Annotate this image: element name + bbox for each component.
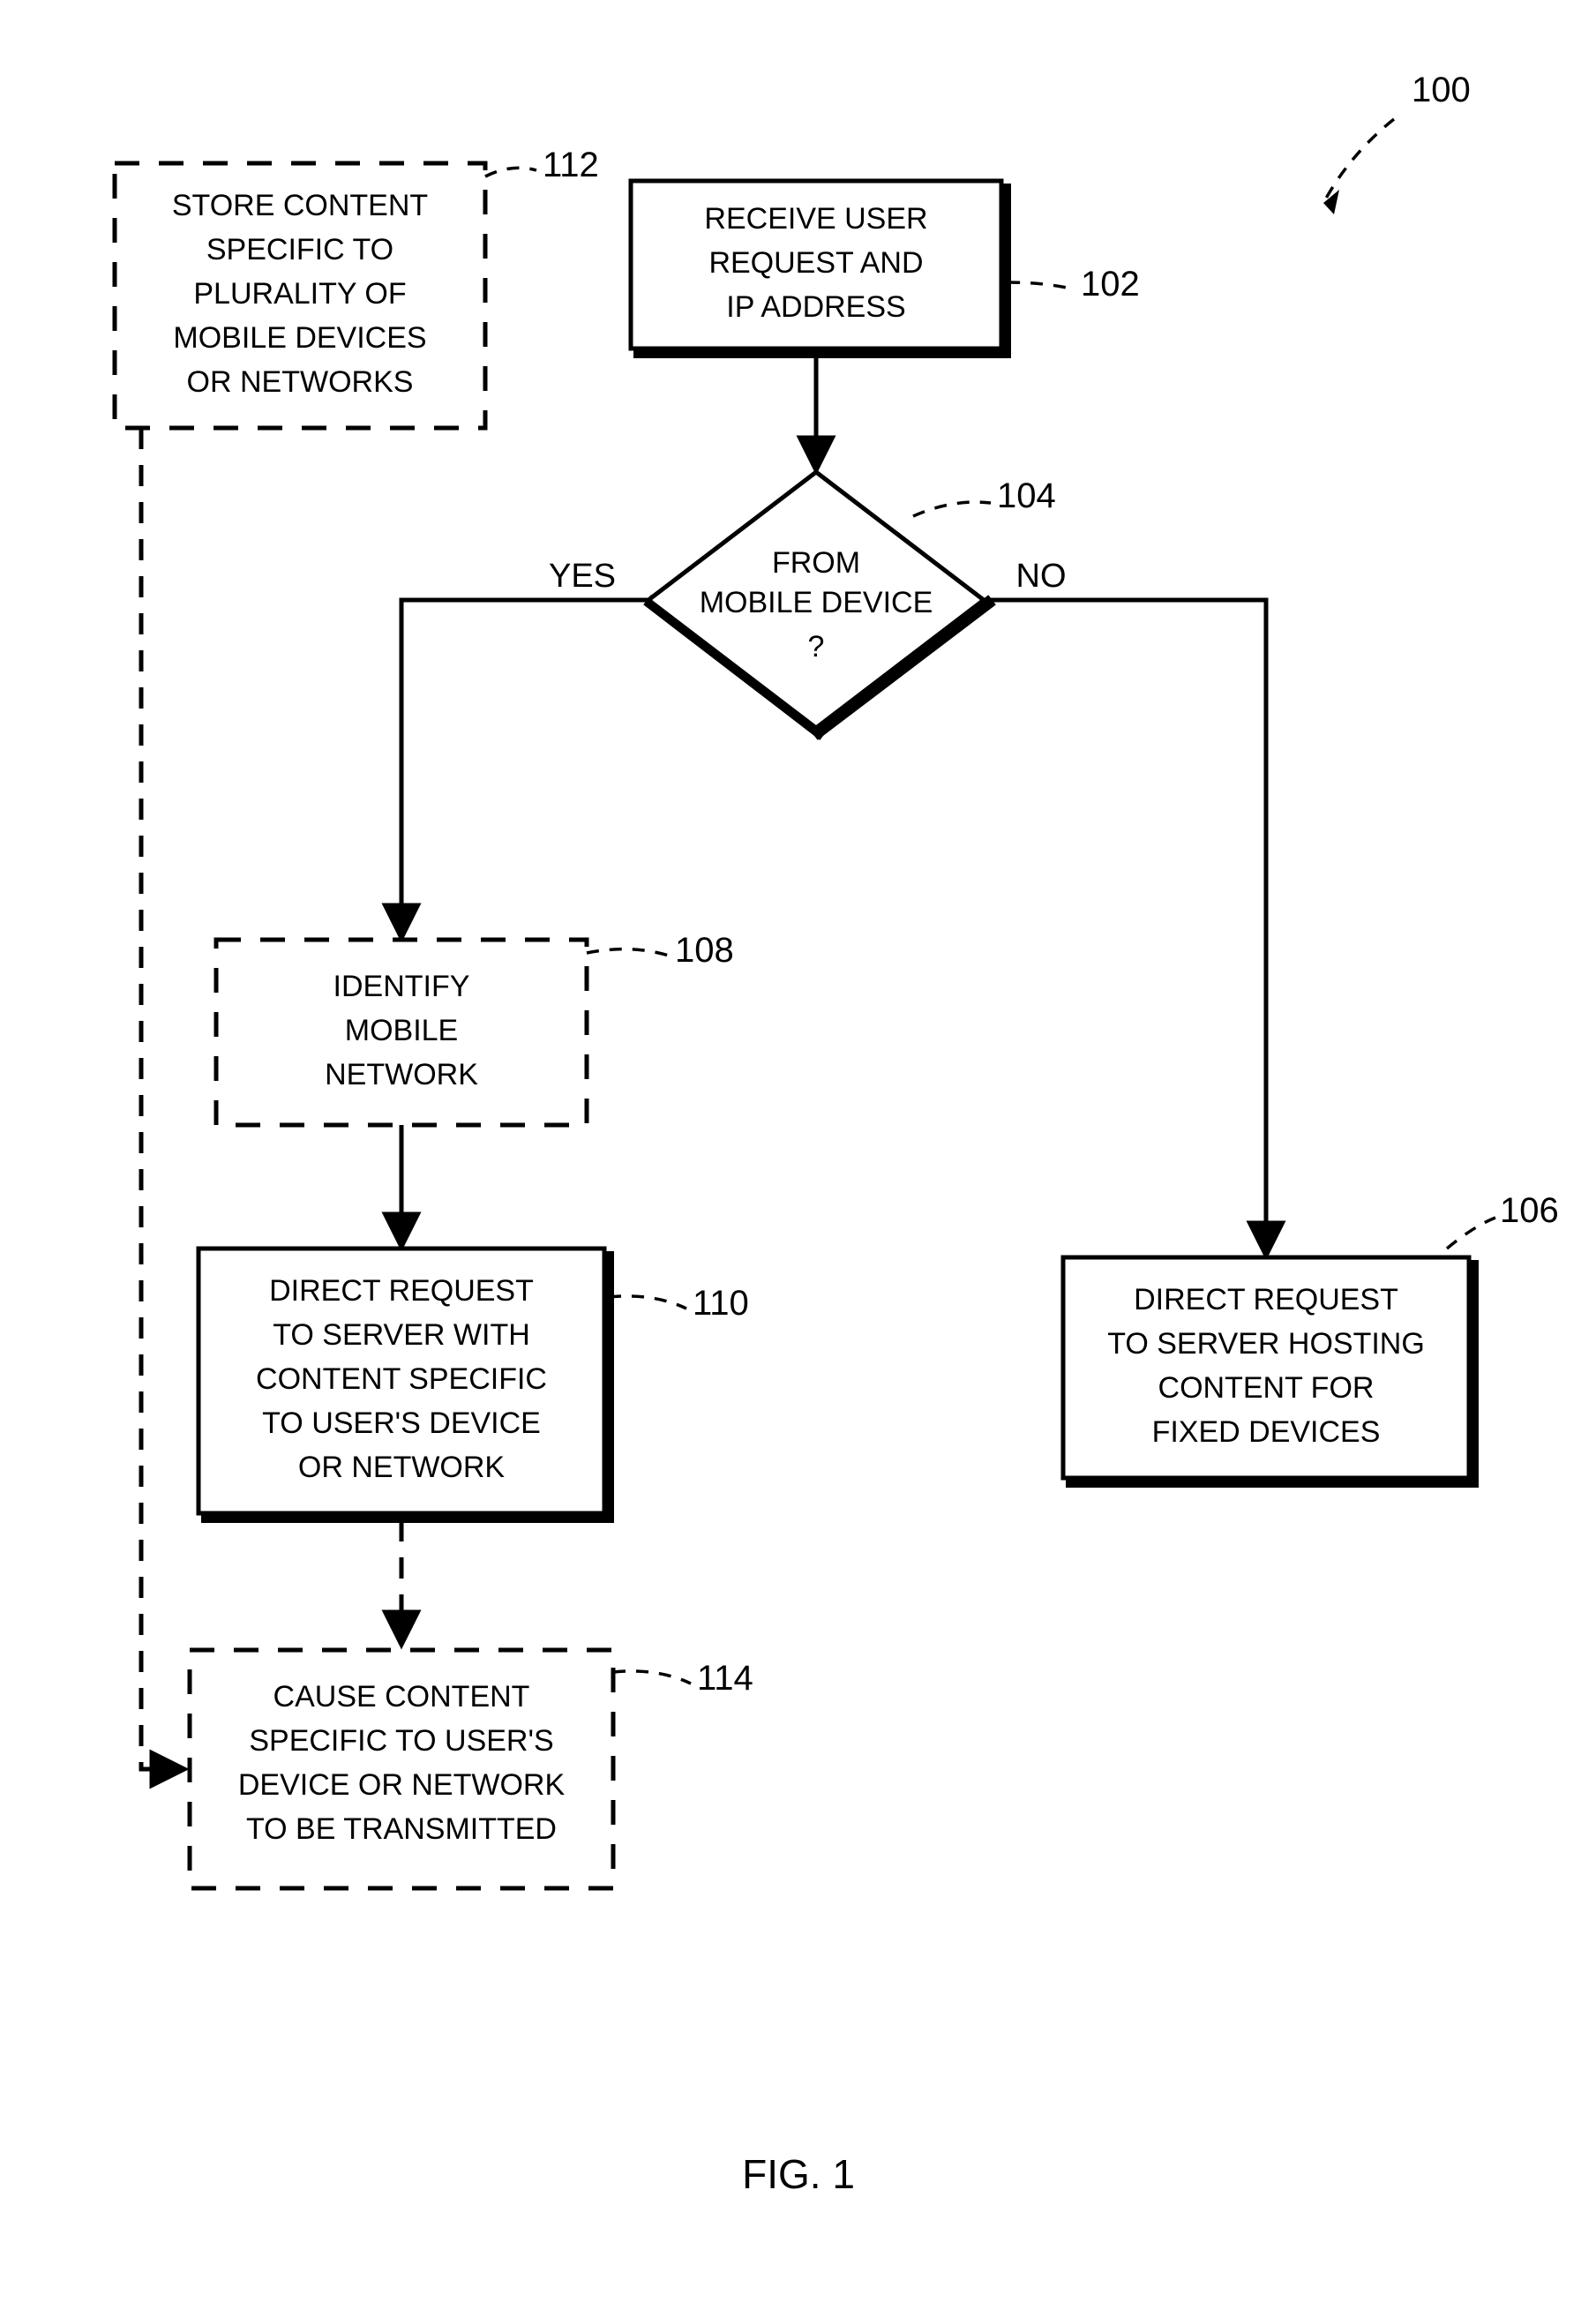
n106-l3: FIXED DEVICES (1152, 1415, 1381, 1449)
ref-leader-108 (587, 949, 669, 956)
figure-label: FIG. 1 (742, 2151, 855, 2197)
ref-leader-106 (1447, 1218, 1495, 1249)
n104-l2: ? (808, 630, 825, 664)
ref-leader-112 (485, 168, 536, 176)
n114-l3: TO BE TRANSMITTED (246, 1812, 557, 1846)
ref-112: 112 (543, 146, 599, 184)
ref-114: 114 (697, 1659, 753, 1698)
n110-l4: OR NETWORK (298, 1451, 506, 1484)
ref-leader-100 (1323, 119, 1394, 203)
n106-l1: TO SERVER HOSTING (1107, 1327, 1425, 1361)
n110-l2: CONTENT SPECIFIC (256, 1362, 547, 1396)
ref-leader-102 (1008, 282, 1075, 289)
ref-104: 104 (997, 476, 1056, 515)
n114-l1: SPECIFIC TO USER'S (249, 1724, 553, 1758)
n112-l4: OR NETWORKS (187, 365, 414, 399)
edge-104-108 (401, 600, 648, 936)
n112-l1: SPECIFIC TO (206, 233, 393, 266)
n112-l3: MOBILE DEVICES (173, 321, 426, 355)
n102-l2: IP ADDRESS (726, 290, 905, 324)
n108-l1: MOBILE (345, 1014, 458, 1047)
yes-label: YES (549, 558, 616, 595)
n104-l0: FROM (772, 546, 860, 580)
n114-l2: DEVICE OR NETWORK (238, 1768, 566, 1802)
ref-leader-110 (609, 1296, 686, 1309)
n112-l0: STORE CONTENT (172, 189, 428, 222)
edge-112-114 (141, 428, 183, 1769)
n110-l3: TO USER'S DEVICE (262, 1406, 541, 1440)
ref-100: 100 (1412, 71, 1471, 109)
ref-leader-104 (913, 502, 991, 516)
ref-108: 108 (675, 931, 734, 970)
n108-l2: NETWORK (325, 1058, 478, 1091)
ref-110: 110 (693, 1284, 749, 1323)
ref-106: 106 (1500, 1191, 1559, 1230)
n112-l2: PLURALITY OF (193, 277, 406, 311)
n102-l0: RECEIVE USER (704, 202, 927, 236)
ref-arrow-100 (1323, 190, 1339, 214)
no-label: NO (1016, 558, 1067, 595)
n106-l0: DIRECT REQUEST (1134, 1283, 1398, 1316)
n106-l2: CONTENT FOR (1158, 1371, 1375, 1405)
ref-102: 102 (1081, 265, 1140, 304)
n114-l0: CAUSE CONTENT (273, 1680, 530, 1714)
n104-l1: MOBILE DEVICE (700, 586, 933, 619)
n102-l1: REQUEST AND (708, 246, 923, 280)
n110-l0: DIRECT REQUEST (269, 1274, 534, 1308)
n108-l0: IDENTIFY (333, 970, 470, 1003)
edge-104-106 (984, 600, 1266, 1254)
ref-leader-114 (613, 1671, 691, 1684)
n110-l1: TO SERVER WITH (273, 1318, 530, 1352)
